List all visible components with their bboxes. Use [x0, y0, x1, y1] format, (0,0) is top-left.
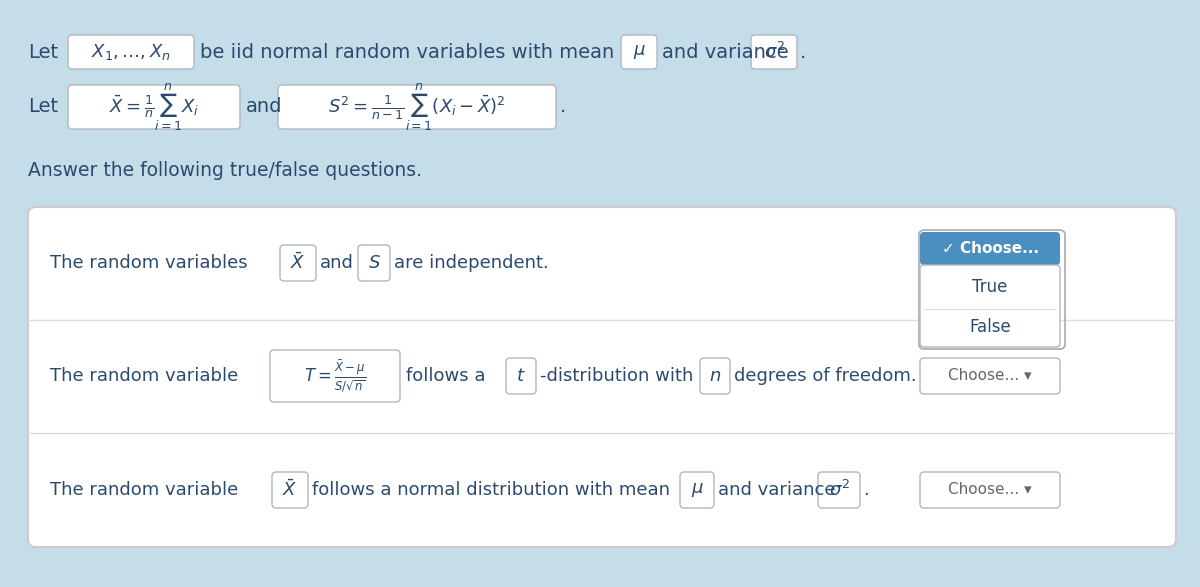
FancyBboxPatch shape: [28, 207, 1176, 547]
Text: ✓ Choose...: ✓ Choose...: [942, 241, 1038, 256]
FancyBboxPatch shape: [270, 350, 400, 402]
Text: False: False: [970, 318, 1010, 336]
FancyBboxPatch shape: [751, 35, 797, 69]
Text: $t$: $t$: [516, 367, 526, 385]
Text: $S$: $S$: [367, 254, 380, 272]
FancyBboxPatch shape: [700, 358, 730, 394]
FancyBboxPatch shape: [680, 472, 714, 508]
Text: $X_1,\ldots,X_n$: $X_1,\ldots,X_n$: [91, 42, 170, 62]
Text: Let: Let: [28, 42, 58, 62]
FancyBboxPatch shape: [68, 35, 194, 69]
Text: .: .: [800, 42, 806, 62]
Text: $S^2 = \frac{1}{n-1}\sum_{i=1}^{n}(X_i - \bar{X})^2$: $S^2 = \frac{1}{n-1}\sum_{i=1}^{n}(X_i -…: [328, 81, 506, 133]
Text: $n$: $n$: [709, 367, 721, 385]
Text: -distribution with: -distribution with: [540, 367, 694, 385]
Text: $\bar{X}$: $\bar{X}$: [282, 480, 298, 500]
FancyBboxPatch shape: [68, 85, 240, 129]
FancyBboxPatch shape: [920, 472, 1060, 508]
Text: True: True: [972, 278, 1008, 296]
Text: $\mu$: $\mu$: [632, 43, 646, 61]
Text: and variance: and variance: [718, 481, 835, 499]
Text: follows a normal distribution with mean: follows a normal distribution with mean: [312, 481, 670, 499]
Text: The random variable: The random variable: [50, 481, 239, 499]
FancyBboxPatch shape: [818, 472, 860, 508]
FancyBboxPatch shape: [622, 35, 658, 69]
Text: $\sigma^2$: $\sigma^2$: [763, 42, 785, 62]
Text: The random variables: The random variables: [50, 254, 247, 272]
Text: $\sigma^2$: $\sigma^2$: [828, 480, 850, 500]
FancyBboxPatch shape: [920, 358, 1060, 394]
Text: $\mu$: $\mu$: [690, 481, 703, 499]
FancyBboxPatch shape: [278, 85, 556, 129]
FancyBboxPatch shape: [272, 472, 308, 508]
FancyBboxPatch shape: [280, 245, 316, 281]
Text: Let: Let: [28, 97, 58, 116]
Text: $T = \frac{\bar{X}-\mu}{S/\sqrt{n}}$: $T = \frac{\bar{X}-\mu}{S/\sqrt{n}}$: [304, 358, 366, 394]
FancyBboxPatch shape: [920, 232, 1060, 265]
Text: The random variable: The random variable: [50, 367, 239, 385]
Text: follows a: follows a: [406, 367, 486, 385]
Text: be iid normal random variables with mean: be iid normal random variables with mean: [200, 42, 614, 62]
FancyBboxPatch shape: [506, 358, 536, 394]
Text: .: .: [560, 97, 566, 116]
Text: Choose... ▾: Choose... ▾: [948, 483, 1032, 498]
Text: degrees of freedom.: degrees of freedom.: [734, 367, 917, 385]
Text: Choose... ▾: Choose... ▾: [948, 369, 1032, 383]
Text: and variance: and variance: [662, 42, 788, 62]
Text: and: and: [246, 97, 282, 116]
Text: $\bar{X} = \frac{1}{n}\sum_{i=1}^{n} X_i$: $\bar{X} = \frac{1}{n}\sum_{i=1}^{n} X_i…: [109, 81, 199, 133]
FancyBboxPatch shape: [358, 245, 390, 281]
Text: Answer the following true/false questions.: Answer the following true/false question…: [28, 160, 422, 180]
Text: .: .: [863, 481, 869, 499]
Text: are independent.: are independent.: [394, 254, 548, 272]
FancyBboxPatch shape: [920, 265, 1060, 347]
Text: $\bar{X}$: $\bar{X}$: [290, 252, 306, 274]
Text: and: and: [320, 254, 354, 272]
